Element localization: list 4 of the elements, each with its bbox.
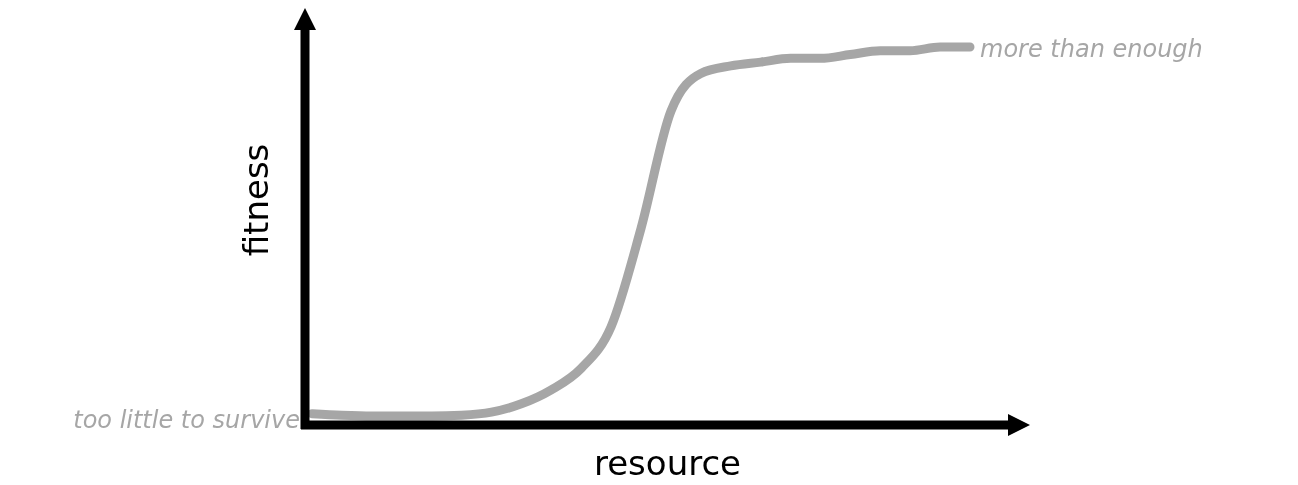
annotation: more than enough xyxy=(980,35,1203,63)
text: too little to survive xyxy=(73,405,300,434)
x-axis-title: resource xyxy=(593,443,742,483)
y-axis-title: fitness xyxy=(236,143,276,257)
